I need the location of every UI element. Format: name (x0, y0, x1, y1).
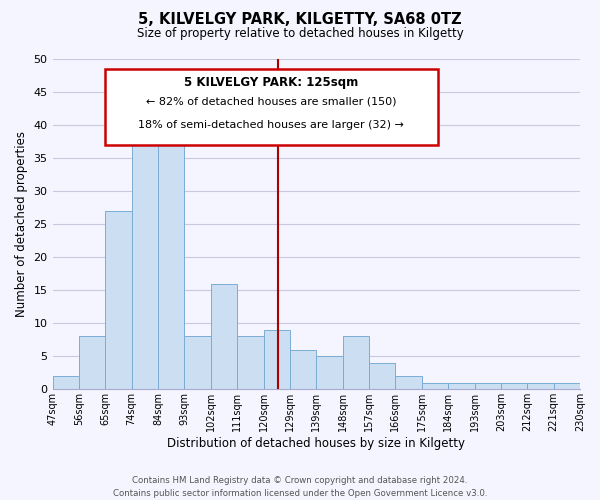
Bar (501, 382, 527, 390)
Text: 5, KILVELGY PARK, KILGETTY, SA68 0TZ: 5, KILVELGY PARK, KILGETTY, SA68 0TZ (138, 12, 462, 28)
Bar (343, 336, 369, 390)
Bar (211, 284, 237, 390)
Bar (316, 356, 343, 390)
Text: 18% of semi-detached houses are larger (32) →: 18% of semi-detached houses are larger (… (139, 120, 404, 130)
Bar (237, 336, 263, 390)
Bar (395, 376, 422, 390)
Bar (158, 145, 184, 390)
Bar (475, 382, 501, 390)
Text: ← 82% of detached houses are smaller (150): ← 82% of detached houses are smaller (15… (146, 97, 397, 107)
Y-axis label: Number of detached properties: Number of detached properties (15, 131, 28, 317)
Text: 5 KILVELGY PARK: 125sqm: 5 KILVELGY PARK: 125sqm (184, 76, 359, 88)
FancyBboxPatch shape (105, 69, 437, 145)
Text: Size of property relative to detached houses in Kilgetty: Size of property relative to detached ho… (137, 28, 463, 40)
Bar (448, 382, 475, 390)
Bar (554, 382, 580, 390)
Bar (527, 382, 554, 390)
Bar (53, 376, 79, 390)
Text: Contains HM Land Registry data © Crown copyright and database right 2024.
Contai: Contains HM Land Registry data © Crown c… (113, 476, 487, 498)
Bar (369, 363, 395, 390)
Bar (263, 330, 290, 390)
Bar (290, 350, 316, 390)
Bar (79, 336, 105, 390)
Bar (184, 336, 211, 390)
Bar (105, 211, 131, 390)
X-axis label: Distribution of detached houses by size in Kilgetty: Distribution of detached houses by size … (167, 437, 465, 450)
Bar (131, 125, 158, 390)
Bar (422, 382, 448, 390)
